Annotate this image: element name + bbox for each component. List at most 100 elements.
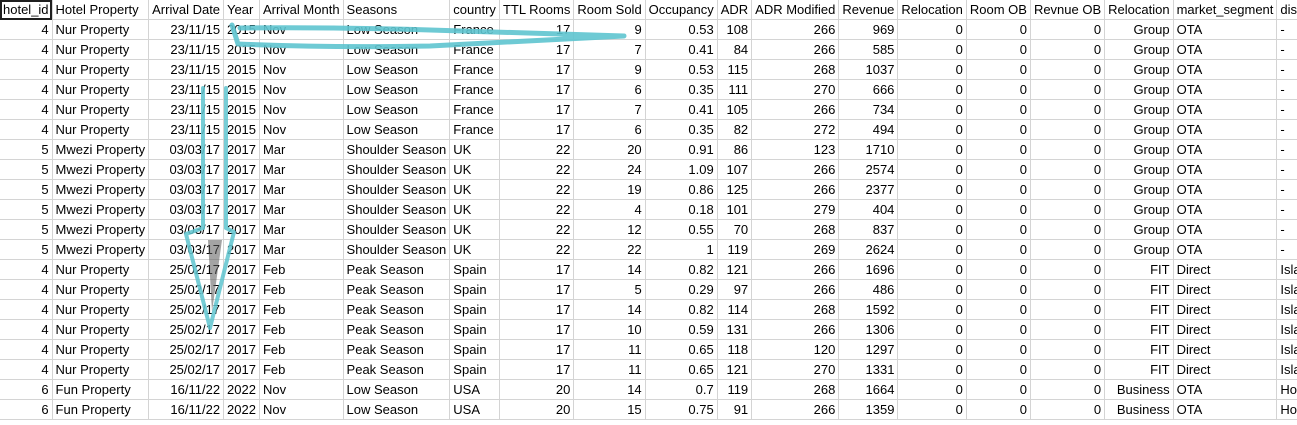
table-cell[interactable]: Nur Property (52, 59, 150, 80)
table-cell[interactable]: Mar (259, 179, 344, 200)
table-cell[interactable]: 03/03/17 (148, 139, 225, 160)
table-cell[interactable]: 17 (499, 79, 575, 100)
table-cell[interactable]: 25/02/17 (148, 319, 225, 340)
table-cell[interactable]: Group (1104, 59, 1174, 80)
table-cell[interactable]: 0 (897, 19, 967, 40)
table-cell[interactable]: Low Season (343, 19, 451, 40)
table-cell[interactable]: Business (1104, 399, 1174, 420)
table-cell[interactable]: 268 (751, 379, 840, 400)
table-cell[interactable]: 486 (838, 279, 899, 300)
table-cell[interactable]: 2022 (223, 379, 260, 400)
table-cell[interactable]: Island Breeze (1276, 279, 1297, 300)
table-cell[interactable]: 0 (966, 379, 1031, 400)
table-cell[interactable]: 0 (897, 99, 967, 120)
table-cell[interactable]: 1.09 (645, 159, 718, 180)
table-cell[interactable]: 837 (838, 219, 899, 240)
table-cell[interactable]: - (1276, 199, 1297, 220)
table-cell[interactable]: 0 (1030, 99, 1106, 120)
table-cell[interactable]: Group (1104, 99, 1174, 120)
column-header[interactable]: Revnue OB (1030, 0, 1106, 20)
table-cell[interactable]: 0 (1030, 39, 1106, 60)
table-cell[interactable]: 17 (499, 339, 575, 360)
table-cell[interactable]: 0 (897, 239, 967, 260)
table-cell[interactable]: 131 (717, 319, 753, 340)
table-cell[interactable]: 1306 (838, 319, 899, 340)
table-cell[interactable]: 5 (0, 199, 53, 220)
table-cell[interactable]: France (449, 99, 500, 120)
table-cell[interactable]: 2017 (223, 279, 260, 300)
table-cell[interactable]: 25/02/17 (148, 299, 225, 320)
table-cell[interactable]: Direct (1173, 359, 1278, 380)
table-cell[interactable]: 0.59 (645, 319, 718, 340)
table-cell[interactable]: 121 (717, 359, 753, 380)
table-cell[interactable]: 0 (897, 399, 967, 420)
table-cell[interactable]: 0.91 (645, 139, 718, 160)
table-cell[interactable]: 115 (717, 59, 753, 80)
table-cell[interactable]: 272 (751, 119, 840, 140)
table-cell[interactable]: 0 (897, 79, 967, 100)
table-cell[interactable]: Peak Season (343, 319, 451, 340)
table-cell[interactable]: Shoulder Season (343, 139, 451, 160)
table-cell[interactable]: 0 (966, 219, 1031, 240)
table-cell[interactable]: OTA (1173, 219, 1278, 240)
table-cell[interactable]: Nov (259, 19, 344, 40)
table-cell[interactable]: Peak Season (343, 299, 451, 320)
table-cell[interactable]: FIT (1104, 339, 1174, 360)
table-cell[interactable]: Nov (259, 99, 344, 120)
table-cell[interactable]: 4 (0, 299, 53, 320)
table-cell[interactable]: 0 (1030, 239, 1106, 260)
table-cell[interactable]: FIT (1104, 279, 1174, 300)
table-cell[interactable]: 266 (751, 19, 840, 40)
table-cell[interactable]: OTA (1173, 199, 1278, 220)
table-cell[interactable]: 6 (0, 399, 53, 420)
table-cell[interactable]: 279 (751, 199, 840, 220)
table-cell[interactable]: 17 (499, 19, 575, 40)
table-cell[interactable]: 6 (573, 79, 646, 100)
table-cell[interactable]: 22 (499, 179, 575, 200)
table-cell[interactable]: Low Season (343, 39, 451, 60)
table-cell[interactable]: 10 (573, 319, 646, 340)
table-cell[interactable]: 0 (897, 179, 967, 200)
table-cell[interactable]: Group (1104, 159, 1174, 180)
table-cell[interactable]: 6 (573, 119, 646, 140)
table-cell[interactable]: OTA (1173, 59, 1278, 80)
table-cell[interactable]: 4 (0, 19, 53, 40)
table-cell[interactable]: Group (1104, 219, 1174, 240)
table-cell[interactable]: Direct (1173, 339, 1278, 360)
table-cell[interactable]: 0 (966, 119, 1031, 140)
table-cell[interactable]: Island Breeze (1276, 299, 1297, 320)
table-cell[interactable]: Group (1104, 199, 1174, 220)
table-cell[interactable]: 734 (838, 99, 899, 120)
table-cell[interactable]: 2377 (838, 179, 899, 200)
table-cell[interactable]: 2574 (838, 159, 899, 180)
table-cell[interactable]: 4 (0, 39, 53, 60)
table-cell[interactable]: Nov (259, 379, 344, 400)
table-cell[interactable]: UK (449, 219, 500, 240)
table-cell[interactable]: 17 (499, 119, 575, 140)
table-cell[interactable]: 4 (0, 339, 53, 360)
table-cell[interactable]: 14 (573, 379, 646, 400)
table-cell[interactable]: 0 (1030, 399, 1106, 420)
table-cell[interactable]: 84 (717, 39, 753, 60)
table-cell[interactable]: - (1276, 39, 1297, 60)
table-cell[interactable]: Spain (449, 339, 500, 360)
column-header[interactable]: Relocation (897, 0, 967, 20)
table-cell[interactable]: 0 (1030, 299, 1106, 320)
table-cell[interactable]: OTA (1173, 399, 1278, 420)
table-cell[interactable]: - (1276, 59, 1297, 80)
table-cell[interactable]: 266 (751, 99, 840, 120)
table-cell[interactable]: 11 (573, 359, 646, 380)
table-cell[interactable]: 17 (499, 319, 575, 340)
table-cell[interactable]: Mar (259, 239, 344, 260)
column-header[interactable]: Year (223, 0, 260, 20)
table-cell[interactable]: FIT (1104, 319, 1174, 340)
table-cell[interactable]: 2017 (223, 259, 260, 280)
table-cell[interactable]: France (449, 59, 500, 80)
table-cell[interactable]: 20 (573, 139, 646, 160)
table-cell[interactable]: 666 (838, 79, 899, 100)
table-cell[interactable]: 0 (966, 159, 1031, 180)
table-cell[interactable]: 268 (751, 59, 840, 80)
table-cell[interactable]: 2017 (223, 339, 260, 360)
table-cell[interactable]: Nur Property (52, 319, 150, 340)
